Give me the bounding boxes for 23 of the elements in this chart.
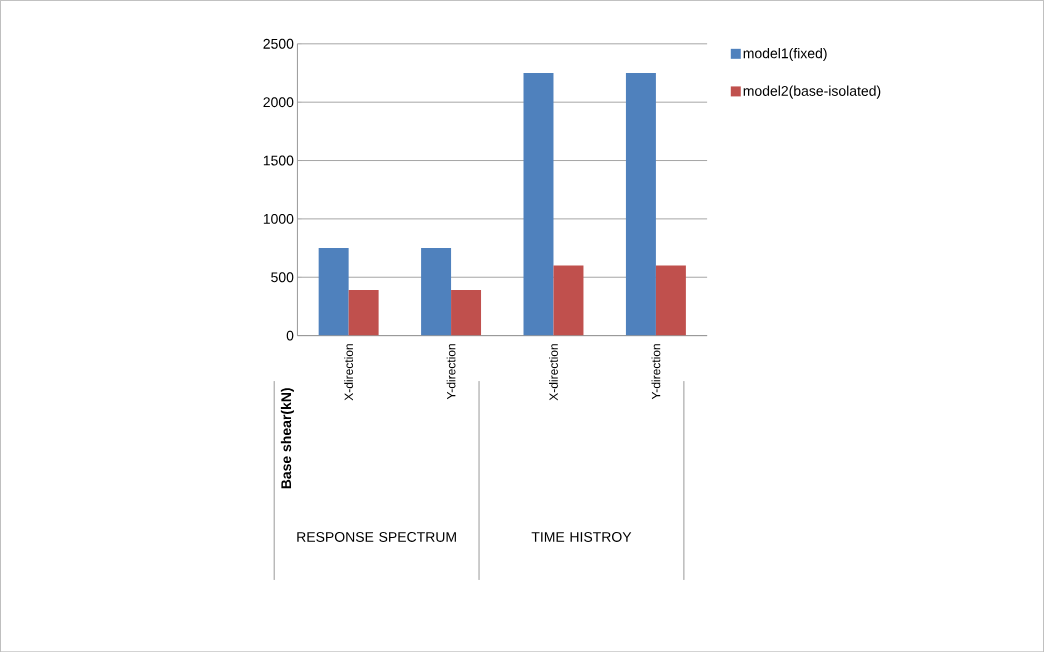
x-tick-label: Y-direction [446, 344, 456, 400]
bar [553, 265, 584, 336]
x-tick-label: X-direction [549, 344, 558, 401]
bar [318, 247, 349, 336]
bar [523, 72, 554, 336]
bar [451, 289, 482, 336]
y-tick-label: 1000 [263, 213, 294, 224]
bar [655, 265, 686, 336]
y-tick-label: 2000 [263, 97, 294, 107]
legend-label: model1(fixed) [743, 47, 827, 61]
text: TIME HISTROY [531, 531, 632, 542]
y-tick-label: 0 [286, 330, 294, 341]
y-tick-label: 1500 [263, 155, 294, 166]
bar [421, 247, 452, 336]
x-tick-label: X-direction [344, 344, 354, 401]
y-tick-label: 500 [271, 272, 294, 283]
legend-label: model2(base-isolated) [743, 85, 881, 99]
y-tick-label: 2500 [263, 38, 294, 49]
x-tick-label: Y-direction [651, 344, 661, 400]
text: RESPONSE SPECTRUM [297, 531, 456, 542]
y-axis-title: Base shear(kN) [280, 388, 294, 489]
bar [348, 289, 379, 336]
bar [625, 72, 656, 336]
